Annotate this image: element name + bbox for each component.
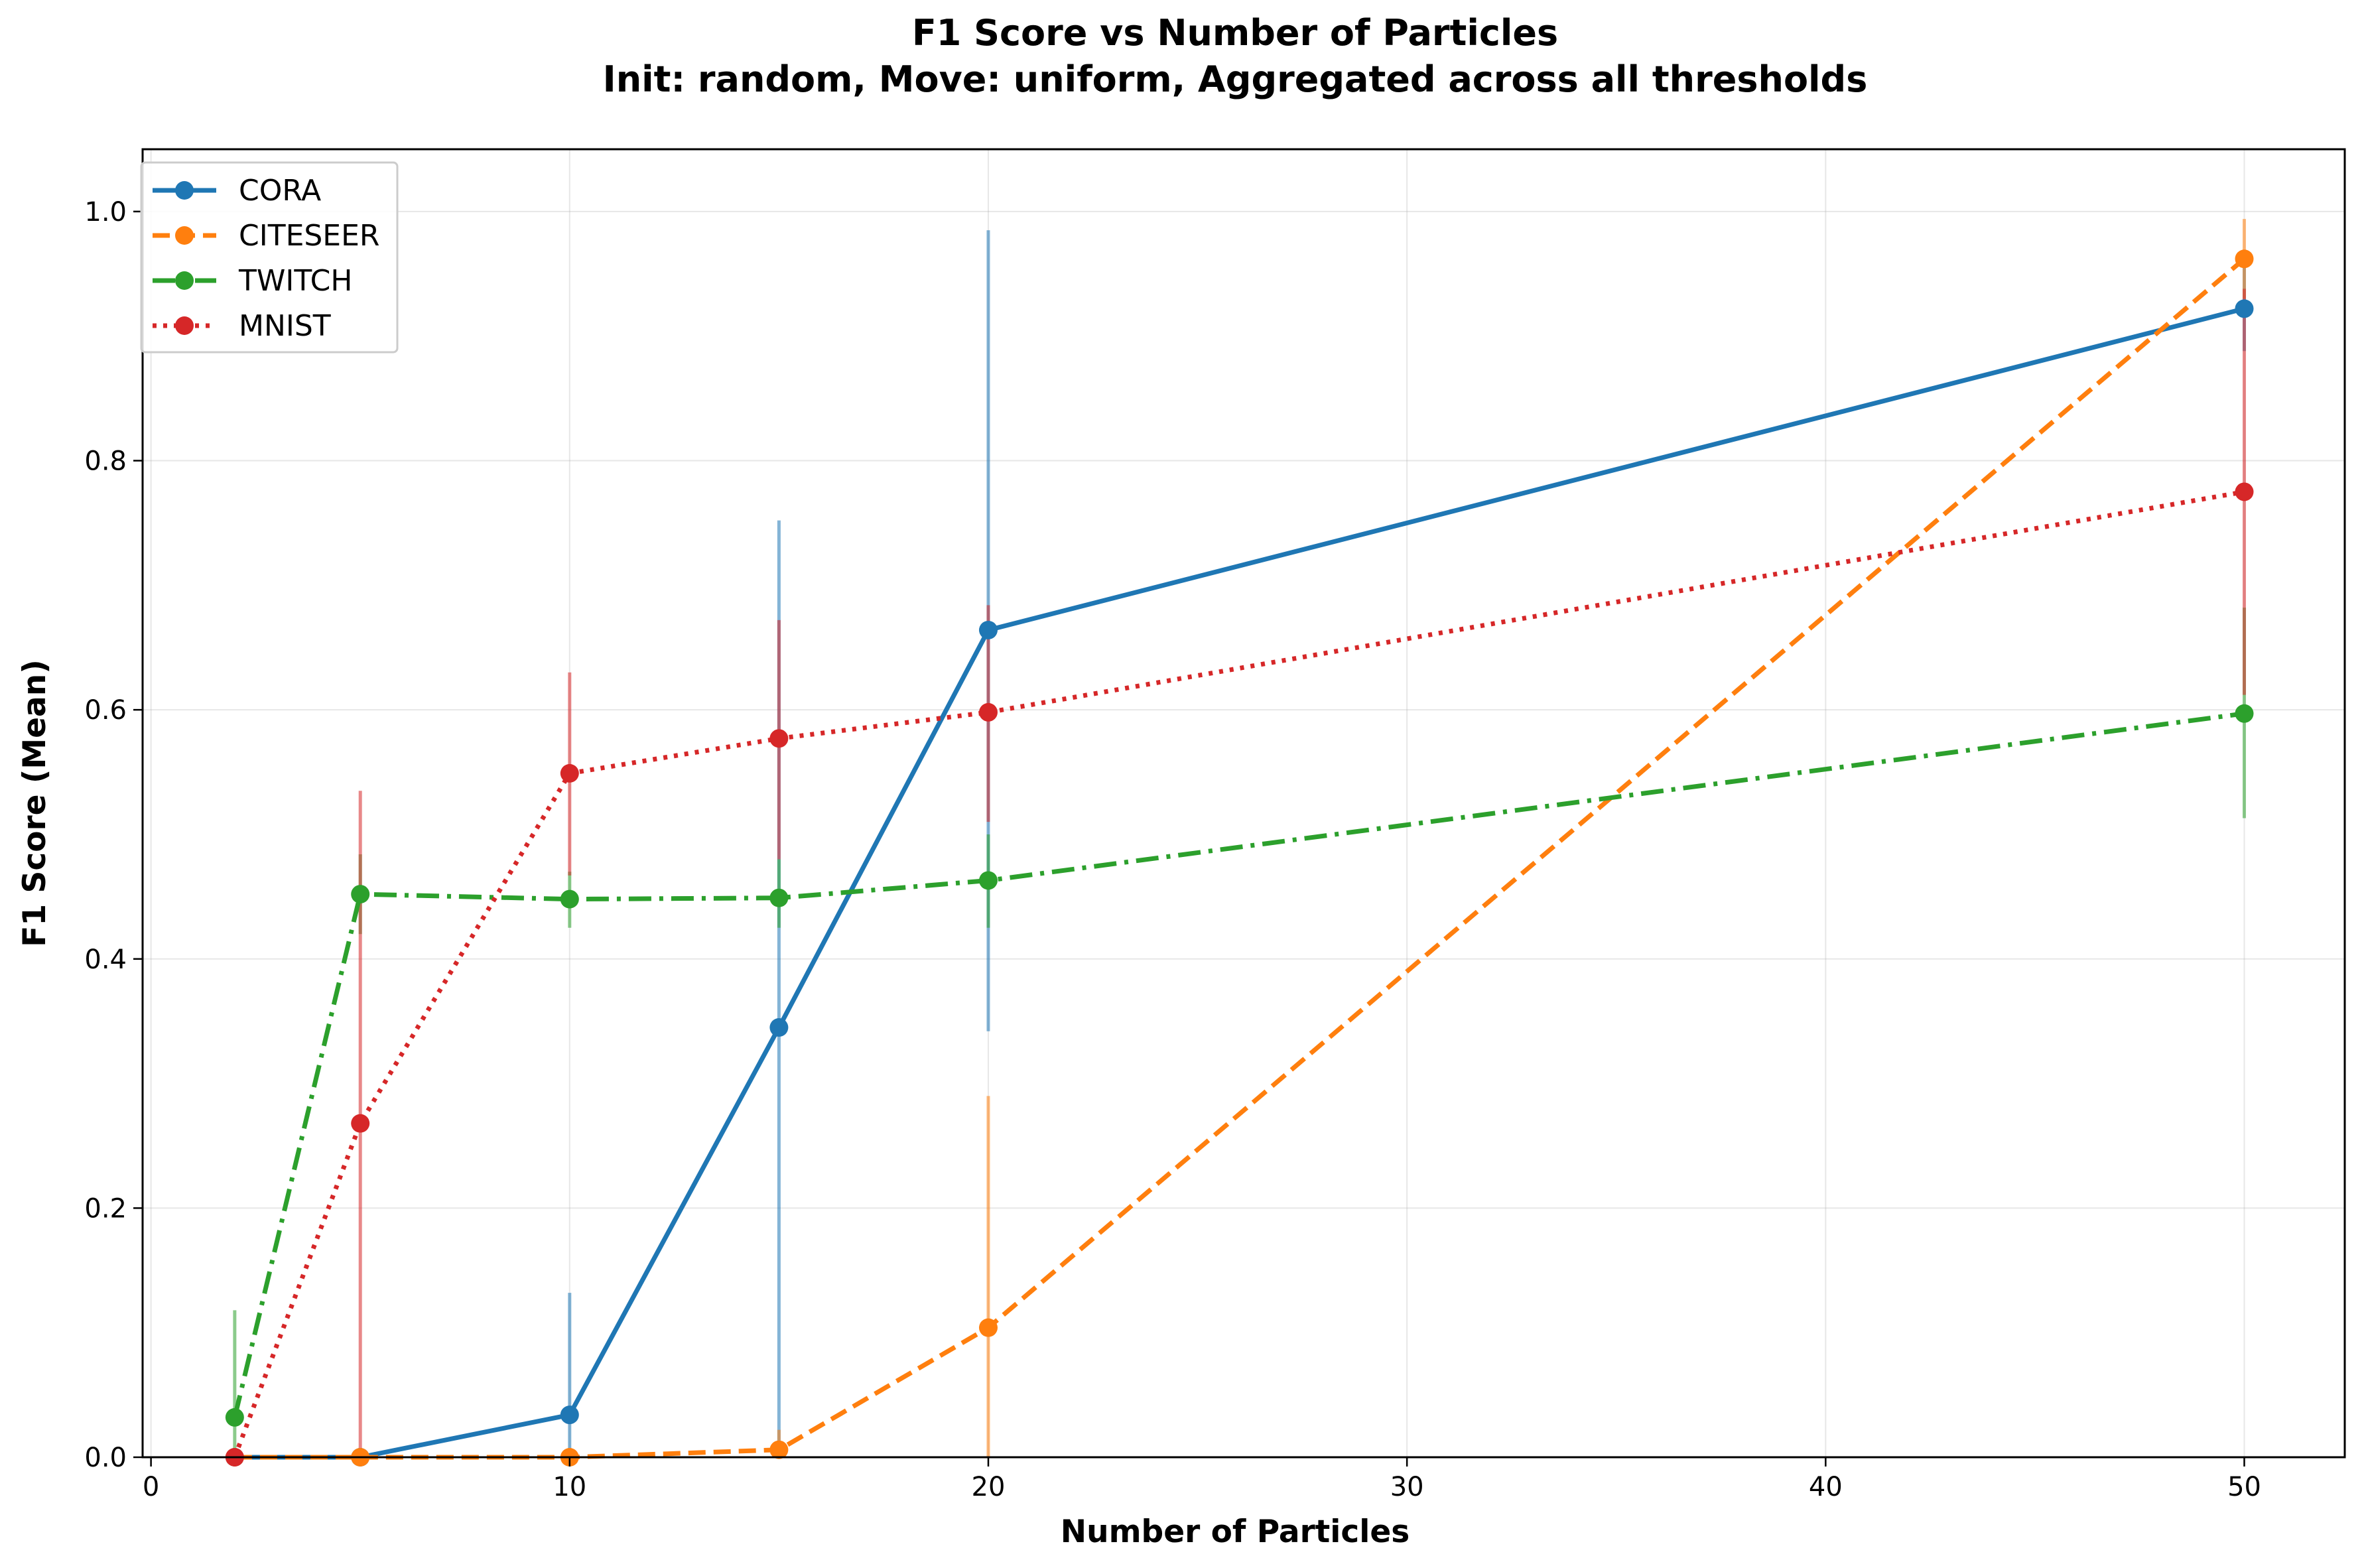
x-tick-label: 50 — [2227, 1472, 2261, 1502]
cora-point — [978, 620, 998, 639]
y-tick-label: 1.0 — [84, 197, 127, 228]
y-tick-label: 0.2 — [84, 1193, 127, 1224]
plot-frame — [141, 148, 2346, 1459]
citeseer-point — [2235, 249, 2254, 269]
twitch-point — [560, 889, 579, 909]
mnist-point — [560, 763, 579, 783]
x-tick-label: 40 — [1809, 1472, 1843, 1502]
citeseer-legend-label: CITESEER — [239, 219, 379, 253]
tick-layer: 0 10 20 30 40 50 0.0 0.2 0.4 0.6 0.8 1.0 — [84, 197, 2261, 1502]
mnist-legend-marker — [175, 316, 194, 335]
mnist-point — [769, 729, 789, 748]
cora-point — [2235, 299, 2254, 318]
mnist-series-line — [232, 490, 2245, 1459]
x-tick-label: 0 — [143, 1472, 159, 1502]
twitch-point — [978, 871, 998, 890]
chart-title: F1 Score vs Number of Particles — [912, 12, 1558, 54]
x-tick-label: 10 — [553, 1472, 586, 1502]
cora-legend-label: CORA — [239, 174, 321, 208]
chart-subtitle: Init: random, Move: uniform, Aggregated … — [603, 58, 1868, 100]
twitch-point — [351, 885, 370, 904]
citeseer-legend-marker — [175, 226, 194, 245]
y-tick-label: 0.0 — [84, 1443, 127, 1473]
twitch-point — [225, 1407, 244, 1427]
cora-legend-marker — [175, 181, 194, 200]
y-axis-label: F1 Score (Mean) — [17, 659, 53, 947]
mnist-point — [978, 702, 998, 722]
cora-point — [769, 1018, 789, 1037]
x-axis-label: Number of Particles — [1061, 1514, 1410, 1550]
y-tick-label: 0.4 — [84, 945, 127, 975]
twitch-point — [2235, 704, 2254, 723]
twitch-series-line — [232, 711, 2245, 1418]
y-tick-label: 0.8 — [84, 446, 127, 477]
mnist-legend-label: MNIST — [239, 309, 331, 343]
cora-point — [560, 1405, 579, 1425]
x-tick-label: 20 — [972, 1472, 1006, 1502]
y-tick-label: 0.6 — [84, 695, 127, 726]
citeseer-point — [769, 1440, 789, 1459]
twitch-point — [769, 888, 789, 907]
marker-layer — [225, 249, 2254, 1467]
twitch-legend-label: TWITCH — [238, 264, 352, 298]
mnist-point — [2235, 482, 2254, 501]
x-tick-label: 30 — [1390, 1472, 1424, 1502]
twitch-legend-marker — [175, 271, 194, 290]
mnist-point — [351, 1114, 370, 1133]
legend-box — [140, 161, 399, 354]
citeseer-point — [978, 1318, 998, 1337]
legend: CORA CITESEER TWITCH MNIST — [140, 161, 399, 354]
